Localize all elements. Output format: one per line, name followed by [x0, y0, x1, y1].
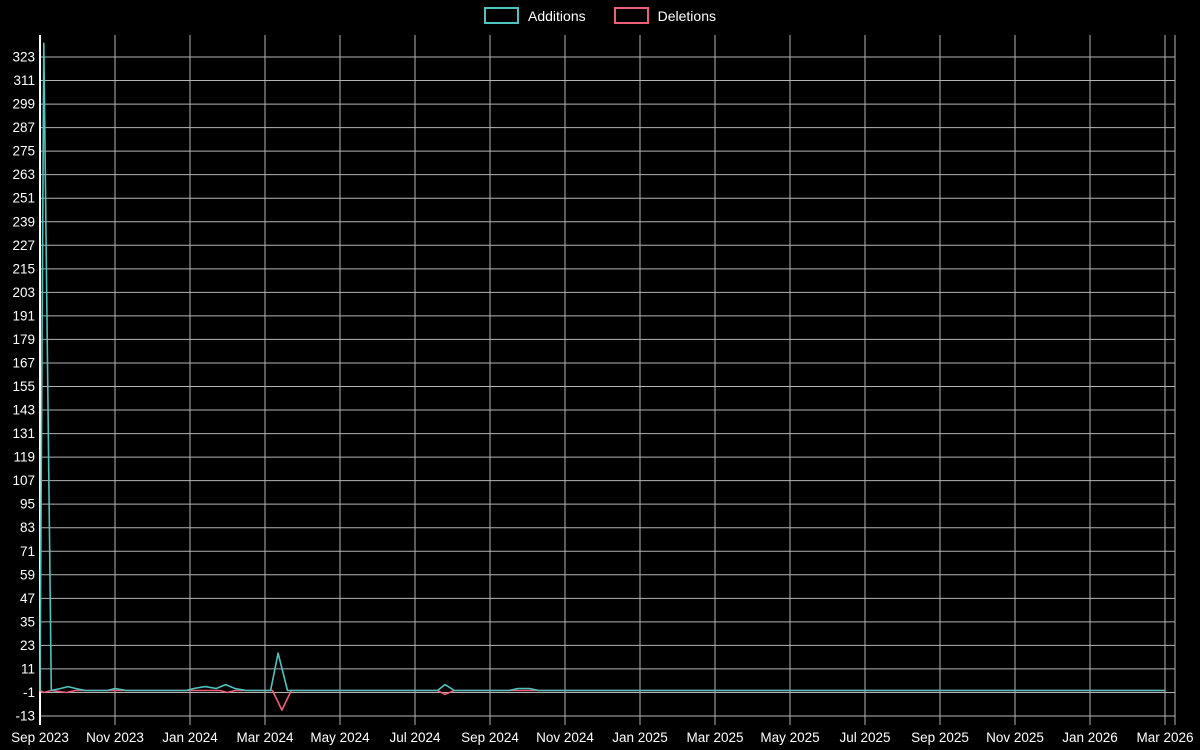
svg-text:May 2025: May 2025 — [760, 730, 819, 745]
additions-legend-label: Additions — [528, 7, 586, 24]
svg-text:-1: -1 — [23, 685, 35, 700]
svg-text:263: 263 — [12, 167, 35, 182]
deletions-legend-swatch — [613, 7, 649, 24]
svg-text:107: 107 — [12, 473, 35, 488]
grid-lines — [39, 35, 1176, 725]
svg-text:167: 167 — [12, 355, 35, 370]
svg-text:Mar 2025: Mar 2025 — [686, 730, 743, 745]
svg-text:131: 131 — [12, 426, 35, 441]
svg-text:239: 239 — [12, 214, 35, 229]
y-axis-labels: -13 -1 11 23 35 47 59 71 83 95 107 119 131 143 155 167 1… — [12, 50, 35, 724]
svg-text:Nov 2025: Nov 2025 — [986, 730, 1044, 745]
additions-legend-swatch — [484, 7, 520, 24]
svg-text:71: 71 — [20, 544, 35, 559]
svg-text:Mar 2026: Mar 2026 — [1136, 730, 1193, 745]
svg-text:119: 119 — [13, 450, 35, 465]
svg-text:83: 83 — [20, 520, 35, 535]
svg-text:59: 59 — [20, 567, 35, 582]
svg-text:95: 95 — [20, 497, 35, 512]
svg-text:Mar 2024: Mar 2024 — [236, 730, 294, 745]
svg-text:Jul 2025: Jul 2025 — [839, 730, 890, 745]
svg-text:Sep 2025: Sep 2025 — [911, 730, 969, 745]
svg-text:287: 287 — [12, 120, 35, 135]
svg-text:311: 311 — [13, 73, 35, 88]
svg-text:Jan 2024: Jan 2024 — [162, 730, 218, 745]
svg-text:47: 47 — [20, 591, 35, 606]
chart-legend: Additions Deletions — [0, 7, 1200, 24]
svg-text:Jan 2026: Jan 2026 — [1062, 730, 1118, 745]
svg-text:Jan 2025: Jan 2025 — [612, 730, 668, 745]
svg-text:179: 179 — [12, 332, 35, 347]
deletions-legend-label: Deletions — [657, 7, 716, 24]
svg-text:203: 203 — [12, 285, 35, 300]
svg-text:251: 251 — [12, 191, 35, 206]
svg-text:35: 35 — [20, 614, 35, 629]
svg-text:23: 23 — [20, 638, 35, 653]
svg-text:Sep 2023: Sep 2023 — [11, 730, 69, 745]
svg-text:155: 155 — [12, 379, 35, 394]
svg-text:Nov 2023: Nov 2023 — [86, 730, 144, 745]
svg-text:323: 323 — [12, 50, 35, 65]
svg-text:227: 227 — [12, 238, 35, 253]
svg-text:11: 11 — [21, 661, 35, 676]
svg-text:May 2024: May 2024 — [310, 730, 370, 745]
svg-text:Nov 2024: Nov 2024 — [536, 730, 594, 745]
legend-item-additions[interactable]: Additions — [484, 7, 586, 24]
svg-text:191: 191 — [12, 308, 35, 323]
x-axis-labels: Sep 2023 Nov 2023 Jan 2024 Mar 2024 May 2024… — [11, 730, 1193, 745]
svg-text:215: 215 — [12, 261, 35, 276]
svg-text:275: 275 — [12, 144, 35, 159]
svg-text:143: 143 — [12, 403, 35, 418]
series-deletions-line — [39, 689, 1166, 711]
legend-item-deletions[interactable]: Deletions — [613, 7, 716, 24]
svg-text:Sep 2024: Sep 2024 — [461, 730, 519, 745]
svg-text:299: 299 — [12, 97, 35, 112]
svg-text:Jul 2024: Jul 2024 — [389, 730, 441, 745]
svg-text:-13: -13 — [15, 709, 35, 724]
series-additions-line — [39, 42, 1166, 692]
